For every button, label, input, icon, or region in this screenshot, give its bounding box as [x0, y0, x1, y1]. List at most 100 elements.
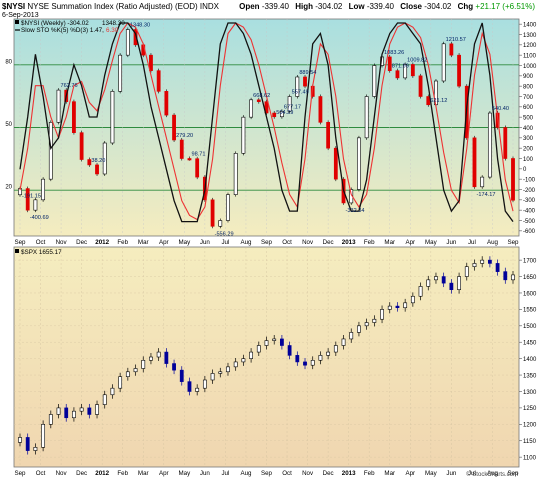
nysi-x-tick-label: Nov [56, 239, 68, 246]
nysi-candle [403, 64, 408, 79]
nysi-candle [218, 220, 223, 227]
legend-nysi-tail: 1348.30 [102, 20, 125, 27]
nysi-x-tick-label: May [178, 239, 191, 246]
nysi-candle [333, 147, 338, 180]
nysi-candle [472, 137, 477, 188]
nysi-x-tick-label: Sep [14, 239, 26, 246]
spx-candle [357, 325, 361, 333]
nysi-value-annotation: -174.17 [476, 192, 495, 198]
spx-candle [25, 437, 30, 451]
nysi-candle [72, 101, 76, 133]
spx-y-tick-label: 1300 [523, 390, 537, 396]
nysi-candle [110, 91, 115, 144]
spx-x-tick-label: Feb [117, 470, 128, 477]
spx-candle [95, 404, 99, 415]
spx-candle [449, 282, 454, 290]
nysi-value-annotation: 1210.57 [446, 37, 466, 43]
nysi-y-tick-label: 100 [523, 157, 534, 163]
spx-y-tick-label: 1350 [523, 373, 537, 379]
nysi-candle [226, 194, 230, 221]
nysi-candle [372, 65, 377, 97]
nysi-x-tick-label: Jun [200, 239, 211, 246]
spx-x-tick-label: Feb [364, 470, 375, 477]
spx-candle [256, 345, 261, 353]
spx-candle [241, 358, 246, 363]
spx-candle [480, 259, 485, 264]
spx-candle [349, 332, 354, 340]
spx-x-tick-label: Aug [487, 470, 499, 477]
spx-x-tick-label: Jun [200, 470, 211, 477]
spx-candle [403, 302, 408, 309]
nysi-x-tick-label: Aug [240, 239, 252, 246]
nysi-candle [48, 122, 53, 180]
nysi-value-annotation: 540.40 [492, 106, 509, 112]
spx-candle [395, 305, 400, 309]
nysi-x-tick-label: Aug [487, 239, 499, 246]
spx-candle [434, 276, 438, 281]
spx-candle [333, 345, 338, 353]
nysi-candle [303, 76, 307, 87]
legend-sto: Slow STO %K(5) %D(3) 1.47, [21, 27, 104, 34]
spx-candle [341, 338, 346, 346]
spx-y-tick-label: 1200 [523, 423, 537, 429]
nysi-y-tick-label: 800 [523, 84, 534, 90]
spx-y-tick-label: 1550 [523, 308, 537, 314]
nysi-candle [249, 99, 253, 118]
nysi-value-annotation: -400.69 [30, 215, 49, 221]
nysi-candle [387, 56, 392, 71]
spx-candle [118, 376, 123, 389]
nysi-candle [503, 127, 508, 159]
spx-y-tick-label: 1250 [523, 406, 537, 412]
nysi-candle [511, 158, 515, 201]
nysi-y-tick-label: 300 [523, 136, 534, 142]
sto-d-line [19, 22, 514, 221]
nysi-candle [87, 159, 92, 166]
nysi-y-tick-label: 1400 [523, 22, 537, 28]
spx-candle [210, 373, 215, 381]
spx-y-tick-label: 1600 [523, 291, 537, 297]
spx-candle [441, 276, 446, 284]
spx-candle [418, 286, 423, 297]
spx-y-tick-label: 1700 [523, 258, 537, 264]
nysi-candle [480, 176, 485, 188]
nysi-x-tick-label: Feb [364, 239, 375, 246]
spx-candle [426, 279, 431, 287]
nysi-candle [56, 89, 61, 123]
spx-y-tick-label: 1100 [523, 455, 537, 461]
spx-candle [326, 351, 331, 356]
spx-x-tick-label: 2013 [342, 470, 356, 477]
spx-x-tick-label: Jun [446, 470, 457, 477]
spx-candle [87, 407, 92, 415]
nysi-candle [25, 188, 30, 211]
nysi-value-annotation: 279.20 [176, 133, 193, 139]
nysi-candle [33, 199, 38, 211]
spx-y-tick-label: 1500 [523, 324, 537, 330]
nysi-candle [280, 110, 284, 118]
nysi-y-tick-label: 200 [523, 146, 534, 152]
spx-x-tick-label: Mar [138, 470, 149, 477]
nysi-y-tick-label: 500 [523, 115, 534, 121]
nysi-candle [210, 199, 215, 227]
spx-candle [172, 363, 176, 371]
nysi-candle [357, 137, 361, 190]
spx-candle [226, 366, 230, 373]
spx-x-tick-label: Apr [405, 470, 415, 477]
nysi-candle [41, 178, 46, 201]
spx-candle [457, 276, 461, 290]
spx-y-tick-label: 1650 [523, 275, 537, 281]
spx-candle [387, 305, 392, 310]
spx-candle [218, 371, 223, 374]
spx-candle [318, 355, 323, 361]
nysi-value-annotation: 557.49 [292, 90, 309, 96]
legend-nysi: $NYSI (Weekly) -304.02 [21, 20, 89, 27]
spx-x-tick-label: 2012 [95, 470, 109, 477]
legend-sto-d: 6.30 [106, 27, 119, 34]
nysi-x-tick-label: Feb [117, 239, 128, 246]
sto-y-tick-label: 20 [5, 185, 12, 191]
spx-x-tick-label: May [425, 470, 438, 477]
spx-candle [295, 355, 300, 363]
nysi-value-annotation: 762.76 [61, 83, 78, 89]
spx-x-tick-label: May [178, 470, 191, 477]
nysi-x-tick-label: Oct [282, 239, 292, 246]
